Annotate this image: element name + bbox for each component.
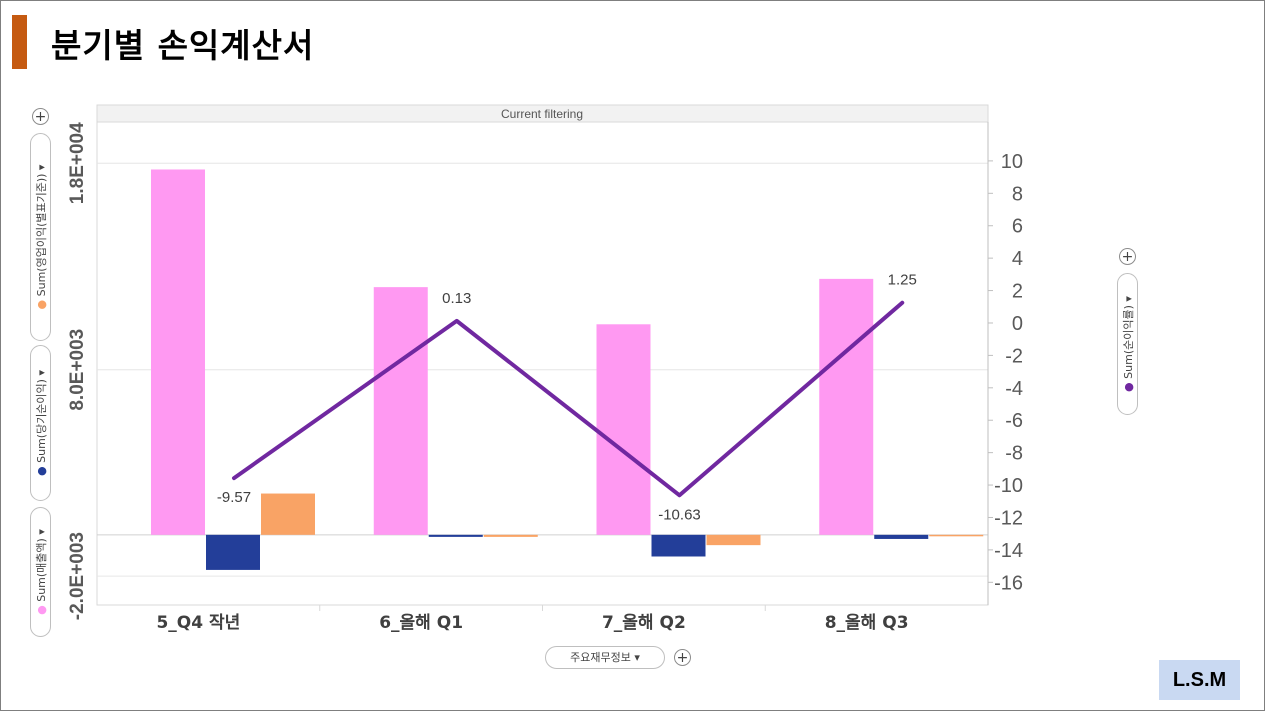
bar-operating-profit[interactable] xyxy=(929,534,984,537)
chevron-down-icon: ▾ xyxy=(634,651,640,664)
right-axis-tick-label: -4 xyxy=(1005,378,1023,400)
x-axis-selector[interactable]: 주요재무정보 ▾ xyxy=(545,646,665,669)
right-axis-tick-label: 4 xyxy=(1012,248,1023,270)
net-margin-line[interactable] xyxy=(232,300,905,498)
bar-net-income[interactable] xyxy=(428,534,483,537)
filter-header-label: Current filtering xyxy=(501,107,583,121)
net-margin-data-label: 1.25 xyxy=(888,272,917,289)
filter-header[interactable] xyxy=(96,104,989,123)
net-margin-data-label: -9.57 xyxy=(217,489,251,506)
right-axis-tick-label: -12 xyxy=(994,507,1023,529)
x-axis-category-label: 7_올해 Q2 xyxy=(602,613,686,633)
left-axis-tick-label: 8.0E+003 xyxy=(67,329,88,411)
bar-revenue[interactable] xyxy=(151,169,205,535)
right-axis-pill-net-margin[interactable]: ● Sum(순이익률) ▾ xyxy=(1117,273,1138,415)
x-axis-selector-label: 주요재무정보 xyxy=(570,651,631,664)
right-axis-tick-label: -10 xyxy=(994,475,1023,497)
x-axis-category-label: 6_올해 Q1 xyxy=(379,613,463,633)
right-axis-tick-label: -16 xyxy=(994,572,1023,594)
left-axis-pill-revenue[interactable]: ● Sum(매출액) ▾ xyxy=(30,507,51,637)
x-axis-category-label: 5_Q4 작년 xyxy=(156,613,240,633)
left-axis-tick-label: 1.8E+004 xyxy=(67,122,88,204)
right-axis-tick-label: -2 xyxy=(1005,345,1023,367)
title-accent-bar xyxy=(12,15,27,69)
right-axis-tick-label: -8 xyxy=(1005,443,1023,465)
add-right-axis-icon[interactable]: + xyxy=(1119,248,1136,265)
left-axis-pill-net-income[interactable]: ● Sum(당기순이익) ▾ xyxy=(30,345,51,501)
net-margin-data-label: 0.13 xyxy=(442,290,471,307)
right-axis-tick-label: 2 xyxy=(1012,281,1023,303)
lsm-logo: L.S.M xyxy=(1159,660,1240,700)
right-axis-tick-label: 0 xyxy=(1012,313,1023,335)
right-axis-tick-label: 10 xyxy=(1001,151,1023,173)
right-axis-tick-label: 6 xyxy=(1012,216,1023,238)
bar-net-income[interactable] xyxy=(874,534,929,539)
right-axis-tick-label: -14 xyxy=(994,540,1023,562)
bar-revenue[interactable] xyxy=(373,287,428,535)
x-axis-category-label: 8_올해 Q3 xyxy=(825,613,909,633)
bar-revenue[interactable] xyxy=(596,324,651,535)
bar-operating-profit[interactable] xyxy=(706,534,761,546)
bar-operating-profit[interactable] xyxy=(483,534,538,537)
right-axis-tick-label: 8 xyxy=(1012,183,1023,205)
bar-net-income[interactable] xyxy=(206,534,260,570)
add-x-axis-icon[interactable]: + xyxy=(674,649,691,666)
right-axis-tick-label: -6 xyxy=(1005,410,1023,432)
page-title: 분기별 손익계산서 xyxy=(51,26,315,65)
net-margin-data-label: -10.63 xyxy=(658,506,701,523)
add-left-axis-icon[interactable]: + xyxy=(32,108,49,125)
left-axis-tick-label: -2.0E+003 xyxy=(67,532,88,620)
bar-revenue[interactable] xyxy=(819,278,874,535)
bar-operating-profit[interactable] xyxy=(261,493,315,535)
left-axis-pill-operating-profit[interactable]: ● Sum(영업이익(별표기준)) ▾ xyxy=(30,133,51,341)
bar-net-income[interactable] xyxy=(651,534,706,557)
